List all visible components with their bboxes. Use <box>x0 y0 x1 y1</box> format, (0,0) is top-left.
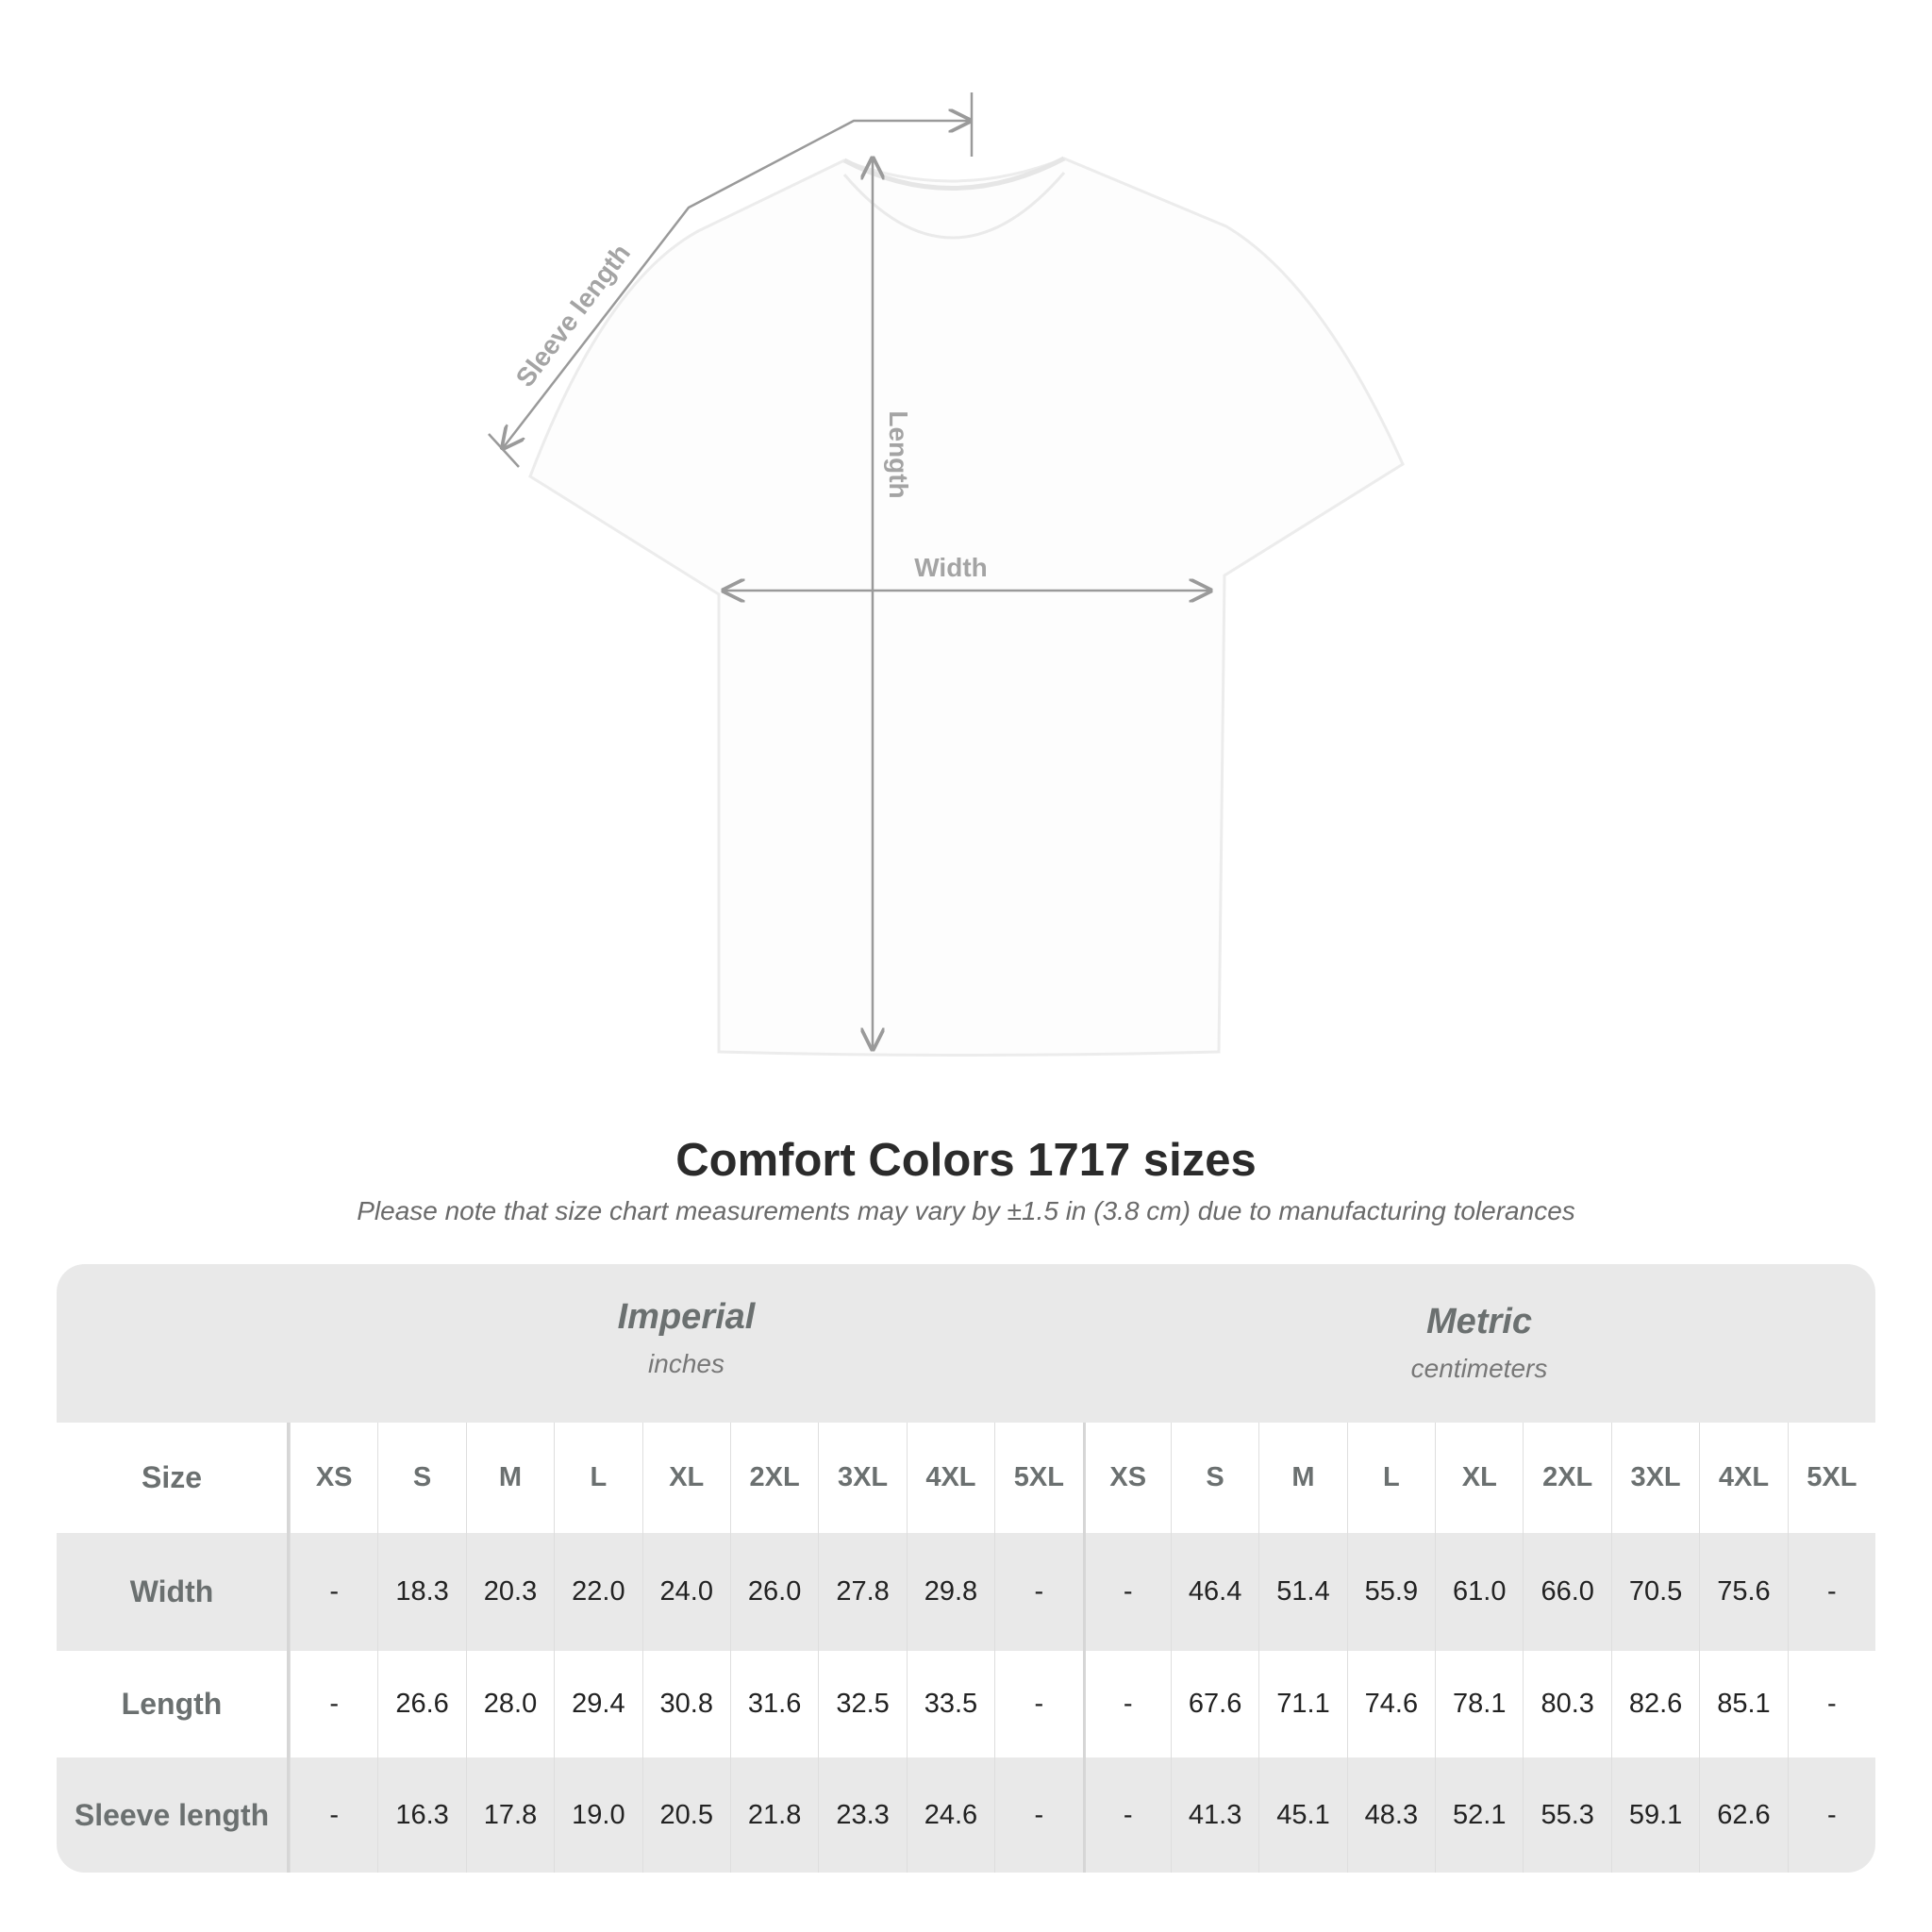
table-cell: 24.6 <box>906 1757 994 1873</box>
table-cell: 17.8 <box>465 1757 554 1873</box>
table-cell: 4XL <box>906 1423 994 1533</box>
table-cell: 55.9 <box>1346 1533 1435 1651</box>
table-cell: 20.3 <box>465 1533 554 1651</box>
table-cell: 30.8 <box>641 1651 730 1757</box>
page-title: Comfort Colors 1717 sizes <box>675 1135 1257 1186</box>
table-cell: - <box>1082 1651 1171 1757</box>
imperial-header: Imperial inches <box>290 1297 1083 1379</box>
table-cell: 27.8 <box>818 1533 906 1651</box>
table-cell: - <box>1787 1757 1875 1873</box>
row-label: Length <box>57 1651 290 1757</box>
table-cell: 70.5 <box>1610 1533 1699 1651</box>
table-row: Length -26.6 28.0 29.4 30.8 31.6 32.5 33.5- -67.… <box>57 1651 1875 1757</box>
table-cell: - <box>1082 1533 1171 1651</box>
table-cell: 4XL <box>1699 1423 1787 1533</box>
table-cell: 21.8 <box>729 1757 818 1873</box>
imperial-title: Imperial <box>617 1297 756 1337</box>
tshirt-shape <box>528 157 1405 1057</box>
table-row: Sleeve length -16.3 17.8 19.0 20.5 21.8 23.3 24… <box>57 1757 1875 1873</box>
table-cell: 55.3 <box>1523 1757 1610 1873</box>
table-cell: 22.0 <box>554 1533 641 1651</box>
table-header: Imperial inches Metric centimeters <box>57 1264 1875 1423</box>
table-cell: XL <box>1435 1423 1523 1533</box>
table-cell: 29.8 <box>906 1533 994 1651</box>
table-cell: S <box>377 1423 465 1533</box>
table-cell: 16.3 <box>377 1757 465 1873</box>
metric-unit: centimeters <box>1410 1354 1548 1383</box>
table-cell: - <box>1787 1651 1875 1757</box>
table-cell: 24.0 <box>641 1533 730 1651</box>
table-cell: 29.4 <box>554 1651 641 1757</box>
table-cell: 45.1 <box>1258 1757 1346 1873</box>
table-cell: 78.1 <box>1435 1651 1523 1757</box>
table-cell: 75.6 <box>1699 1533 1787 1651</box>
table-cell: 71.1 <box>1258 1651 1346 1757</box>
table-cell: 46.4 <box>1170 1533 1258 1651</box>
table-cell: S <box>1170 1423 1258 1533</box>
table-cell: 52.1 <box>1435 1757 1523 1873</box>
tshirt-diagram: Sleeve length Length Width <box>488 92 1405 1057</box>
table-cell: - <box>290 1757 377 1873</box>
table-cell: 18.3 <box>377 1533 465 1651</box>
row-label: Width <box>57 1533 290 1651</box>
table-cell: - <box>290 1533 377 1651</box>
table-cell: - <box>1082 1757 1171 1873</box>
table-cell: 62.6 <box>1699 1757 1787 1873</box>
metric-header: Metric centimeters <box>1083 1302 1875 1384</box>
size-table: Imperial inches Metric centimeters Size X… <box>57 1264 1875 1873</box>
table-cell: - <box>290 1651 377 1757</box>
table-cell: - <box>994 1533 1082 1651</box>
table-cell: 5XL <box>994 1423 1082 1533</box>
table-cell: 31.6 <box>729 1651 818 1757</box>
table-cell: 61.0 <box>1435 1533 1523 1651</box>
table-cell: 20.5 <box>641 1757 730 1873</box>
table-cell: 51.4 <box>1258 1533 1346 1651</box>
table-cell: 33.5 <box>906 1651 994 1757</box>
table-cell: 41.3 <box>1170 1757 1258 1873</box>
table-cell: 67.6 <box>1170 1651 1258 1757</box>
table-cell: 23.3 <box>818 1757 906 1873</box>
table-cell: 19.0 <box>554 1757 641 1873</box>
table-cell: 66.0 <box>1523 1533 1610 1651</box>
table-cell: 82.6 <box>1610 1651 1699 1757</box>
table-cell: 32.5 <box>818 1651 906 1757</box>
row-label: Sleeve length <box>57 1757 290 1873</box>
table-cell: L <box>554 1423 641 1533</box>
size-row: Size XS S M L XL 2XL 3XL 4XL 5XL XS S M L XL 2XL 3XL 4XL 5… <box>57 1423 1875 1533</box>
table-cell: 59.1 <box>1610 1757 1699 1873</box>
table-cell: M <box>1258 1423 1346 1533</box>
table-cell: 26.0 <box>729 1533 818 1651</box>
table-cell: 80.3 <box>1523 1651 1610 1757</box>
length-label: Length <box>884 410 913 498</box>
table-row: Width -18.3 20.3 22.0 24.0 26.0 27.8 29.8- -46.4… <box>57 1533 1875 1651</box>
table-cell: 2XL <box>1523 1423 1610 1533</box>
table-cell: XS <box>290 1423 377 1533</box>
table-cell: L <box>1346 1423 1435 1533</box>
table-cell: - <box>994 1651 1082 1757</box>
table-cell: XL <box>641 1423 730 1533</box>
row-label: Size <box>57 1423 290 1533</box>
table-cell: 3XL <box>1610 1423 1699 1533</box>
table-cell: 74.6 <box>1346 1651 1435 1757</box>
metric-title: Metric <box>1426 1302 1532 1341</box>
table-cell: M <box>465 1423 554 1533</box>
table-cell: 85.1 <box>1699 1651 1787 1757</box>
table-cell: - <box>994 1757 1082 1873</box>
table-cell: 2XL <box>729 1423 818 1533</box>
width-label: Width <box>914 553 988 582</box>
imperial-unit: inches <box>648 1349 724 1378</box>
table-cell: XS <box>1082 1423 1171 1533</box>
sleeve-line <box>503 121 970 448</box>
table-cell: 28.0 <box>465 1651 554 1757</box>
table-cell: - <box>1787 1533 1875 1651</box>
table-cell: 5XL <box>1787 1423 1875 1533</box>
tolerance-note: Please note that size chart measurements… <box>357 1196 1575 1225</box>
table-cell: 26.6 <box>377 1651 465 1757</box>
table-cell: 48.3 <box>1346 1757 1435 1873</box>
table-cell: 3XL <box>818 1423 906 1533</box>
